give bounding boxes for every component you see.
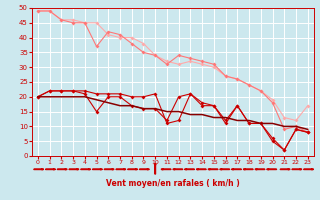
X-axis label: Vent moyen/en rafales ( km/h ): Vent moyen/en rafales ( km/h )	[106, 179, 240, 188]
